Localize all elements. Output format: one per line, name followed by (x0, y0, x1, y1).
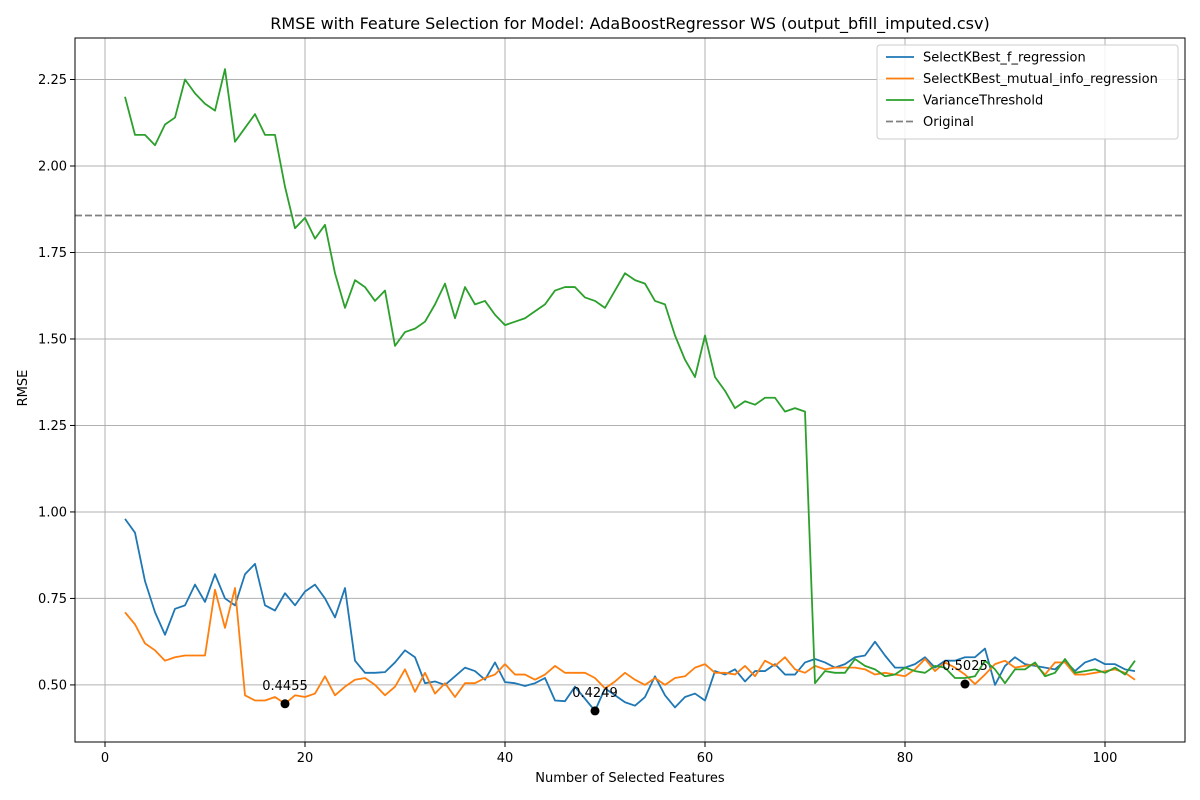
series-line-selectkbest-mutual-info-regression (124, 587, 1136, 705)
y-tick-label: 2.25 (38, 73, 67, 88)
y-tick-label: 1.25 (38, 419, 67, 434)
x-tick-label: 40 (497, 751, 514, 766)
ticks: 0 20 40 60 80 100 0.50 0.75 1.00 1.25 1.50 1.75 2.00… (38, 73, 1117, 766)
x-axis-label: Number of Selected Features (535, 771, 725, 786)
series-line-selectkbest-f-regression (124, 518, 1136, 712)
x-tick-label: 60 (697, 751, 714, 766)
y-tick-label: 0.75 (38, 592, 67, 607)
min-point-label: 0.5025 (942, 659, 988, 674)
legend-entry-label: SelectKBest_f_regression (923, 51, 1086, 66)
y-tick-label: 1.50 (38, 332, 67, 347)
legend-entry-label: VarianceThreshold (923, 94, 1043, 109)
legend: SelectKBest_f_regression SelectKBest_mutu… (876, 44, 1179, 140)
legend-entry-label: Original (923, 115, 974, 130)
x-tick-label: 0 (101, 751, 109, 766)
y-tick-label: 1.00 (38, 505, 67, 520)
min-point-marker (590, 706, 600, 716)
series-layer (124, 68, 1136, 712)
legend-entry-label: SelectKBest_mutual_info_regression (923, 72, 1158, 87)
min-point-marker (960, 679, 970, 689)
grid (75, 38, 1185, 742)
min-point-marker (280, 699, 290, 709)
legend-box (876, 44, 1179, 140)
series-line-variancethreshold (124, 68, 1136, 685)
plot-frame (74, 37, 1186, 743)
chart-title: RMSE with Feature Selection for Model: A… (270, 14, 989, 34)
x-tick-label: 80 (897, 751, 914, 766)
y-tick-label: 1.75 (38, 246, 67, 261)
min-point-label: 0.4455 (262, 679, 308, 694)
y-axis-label: RMSE (16, 370, 31, 407)
annotation-layer: 0.4455 0.4249 0.5025 (262, 659, 988, 716)
y-tick-label: 2.00 (38, 160, 67, 175)
y-tick-label: 0.50 (38, 678, 67, 693)
x-tick-label: 100 (1093, 751, 1118, 766)
min-point-label: 0.4249 (572, 686, 618, 701)
x-tick-label: 20 (297, 751, 314, 766)
